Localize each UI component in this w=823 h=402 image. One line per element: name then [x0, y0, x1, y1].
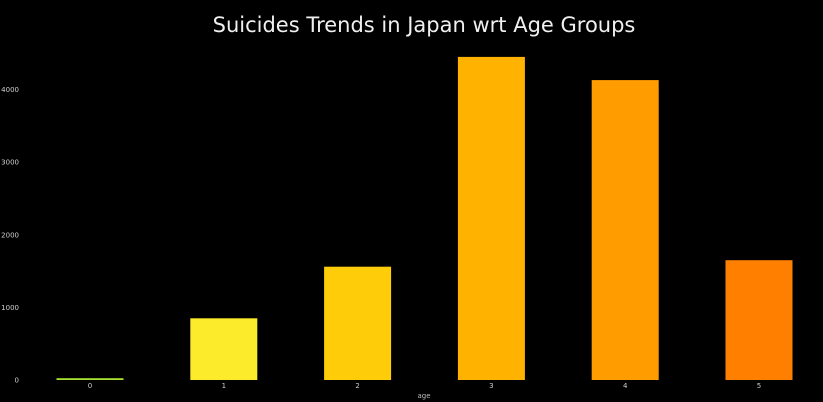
y-tick-label: 0	[15, 377, 19, 385]
x-tick-label: 5	[757, 382, 761, 390]
bar-3	[457, 56, 525, 381]
x-tick-label: 2	[355, 382, 359, 390]
bar-5	[725, 260, 793, 380]
y-tick-label: 4000	[1, 86, 19, 94]
y-tick-label: 1000	[1, 304, 19, 312]
bar-2	[324, 266, 392, 380]
chart-title: Suicides Trends in Japan wrt Age Groups	[213, 13, 636, 37]
bar-0	[56, 378, 124, 380]
x-tick-label: 4	[623, 382, 628, 390]
y-axis: 0 1000 2000 3000 4000	[1, 86, 19, 384]
x-tick-label: 3	[489, 382, 493, 390]
x-axis: 0 1 2 3 4 5	[88, 382, 761, 390]
x-tick-label: 1	[222, 382, 226, 390]
y-tick-label: 2000	[1, 231, 19, 239]
bar-4	[591, 80, 659, 380]
x-axis-label: age	[417, 392, 430, 400]
bars	[56, 56, 793, 381]
x-tick-label: 0	[88, 382, 92, 390]
y-tick-label: 3000	[1, 159, 19, 167]
bar-1	[190, 318, 258, 380]
